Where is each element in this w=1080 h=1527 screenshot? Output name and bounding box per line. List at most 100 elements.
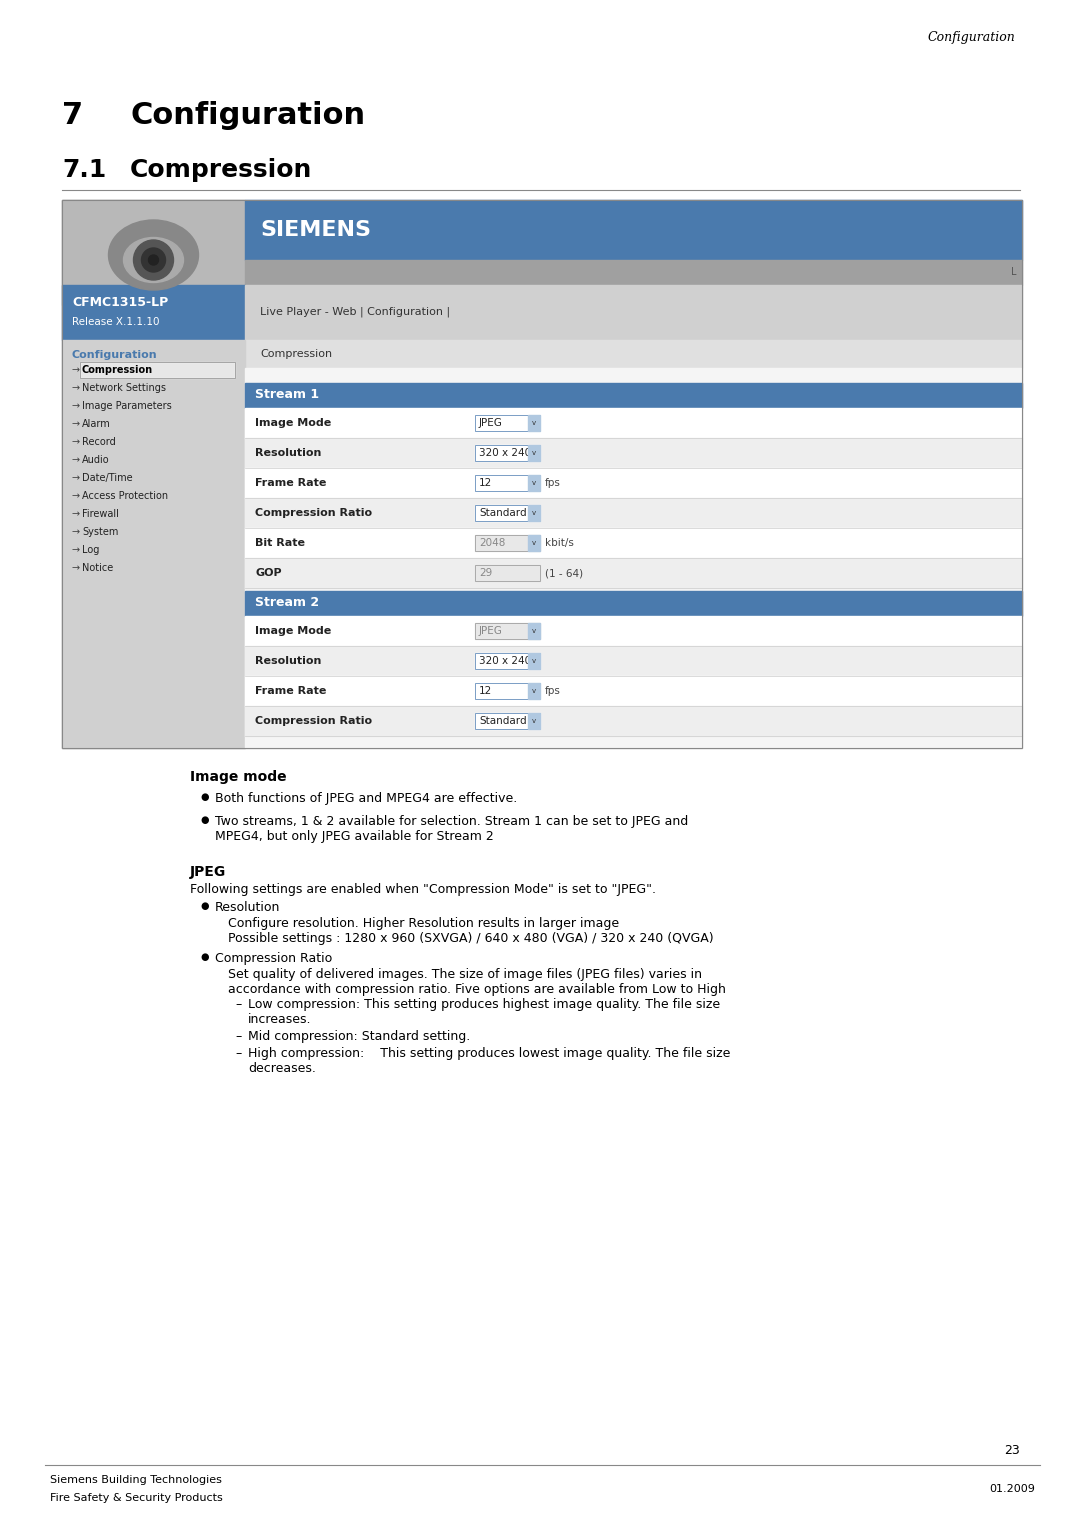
Bar [475, 534, 540, 551]
Circle shape [149, 255, 159, 266]
Bar [475, 623, 540, 638]
Bar [245, 528, 1022, 557]
Bar [528, 683, 540, 699]
Text: 23: 23 [1004, 1443, 1020, 1457]
Text: Date/Time: Date/Time [82, 473, 133, 483]
Text: Fire Safety & Security Products: Fire Safety & Security Products [50, 1493, 222, 1503]
Text: Compression: Compression [260, 350, 333, 359]
Text: Standard: Standard [480, 508, 527, 518]
Text: Configuration: Configuration [928, 32, 1015, 44]
Text: SIEMENS: SIEMENS [260, 220, 372, 240]
Bar [475, 623, 540, 638]
Circle shape [141, 247, 165, 272]
Text: v: v [532, 689, 536, 693]
Text: →: → [72, 508, 80, 519]
Text: Possible settings : 1280 x 960 (SXVGA) / 640 x 480 (VGA) / 320 x 240 (QVGA): Possible settings : 1280 x 960 (SXVGA) /… [228, 931, 714, 945]
Text: v: v [532, 541, 536, 547]
Bar [475, 505, 540, 521]
Text: →: → [72, 492, 80, 501]
Text: Access Protection: Access Protection [82, 492, 168, 501]
Bar [528, 713, 540, 728]
Text: Siemens Building Technologies: Siemens Building Technologies [50, 1475, 221, 1484]
Text: →: → [72, 402, 80, 411]
Bar [475, 654, 540, 669]
Bar [475, 505, 540, 521]
Text: Image Mode: Image Mode [255, 626, 332, 637]
Text: →: → [72, 545, 80, 554]
Text: Mid compression: Standard setting.: Mid compression: Standard setting. [248, 1031, 470, 1043]
Text: ●: ● [200, 793, 208, 802]
Text: Configuration: Configuration [72, 350, 158, 360]
Text: →: → [72, 563, 80, 573]
Text: Live Player - Web | Configuration |: Live Player - Web | Configuration | [260, 307, 450, 318]
Text: ●: ● [200, 951, 208, 962]
Bar [528, 534, 540, 551]
Text: Compression: Compression [82, 365, 153, 376]
Circle shape [134, 240, 174, 279]
Bar [528, 475, 540, 492]
Text: accordance with compression ratio. Five options are available from Low to High: accordance with compression ratio. Five … [228, 983, 726, 996]
Text: →: → [72, 527, 80, 538]
Text: Resolution: Resolution [215, 901, 281, 915]
Text: v: v [532, 628, 536, 634]
Bar [528, 654, 540, 669]
Bar [245, 467, 1022, 498]
Text: Frame Rate: Frame Rate [255, 478, 326, 489]
Text: GOP: GOP [255, 568, 282, 579]
Text: Two streams, 1 & 2 available for selection. Stream 1 can be set to JPEG and: Two streams, 1 & 2 available for selecti… [215, 815, 688, 828]
Text: Log: Log [82, 545, 99, 554]
Text: 320 x 240: 320 x 240 [480, 447, 531, 458]
Text: 01.2009: 01.2009 [989, 1484, 1035, 1493]
Bar [245, 368, 1022, 748]
Text: →: → [72, 455, 80, 466]
Bar [245, 498, 1022, 528]
Bar [475, 565, 540, 580]
Bar [475, 534, 540, 551]
Text: Record: Record [82, 437, 116, 447]
Bar [475, 415, 540, 431]
Text: JPEG: JPEG [190, 864, 226, 880]
Text: Image mode: Image mode [190, 770, 286, 783]
Text: Release X.1.1.10: Release X.1.1.10 [72, 318, 160, 327]
Bar [245, 557, 1022, 588]
Text: 29: 29 [480, 568, 492, 579]
Text: Image Mode: Image Mode [255, 418, 332, 428]
Text: →: → [72, 418, 80, 429]
Text: (1 - 64): (1 - 64) [545, 568, 583, 579]
Text: →: → [72, 383, 80, 392]
Text: v: v [532, 420, 536, 426]
Bar [528, 415, 540, 431]
Bar [245, 591, 1022, 615]
Text: –: – [235, 999, 241, 1011]
Bar [245, 438, 1022, 467]
Text: Both functions of JPEG and MPEG4 are effective.: Both functions of JPEG and MPEG4 are eff… [215, 793, 517, 805]
Text: MPEG4, but only JPEG available for Stream 2: MPEG4, but only JPEG available for Strea… [215, 831, 494, 843]
Text: Compression Ratio: Compression Ratio [215, 951, 333, 965]
Bar [475, 713, 540, 728]
Bar [62, 200, 245, 748]
Text: increases.: increases. [248, 1012, 311, 1026]
Text: –: – [235, 1048, 241, 1060]
Bar [62, 286, 245, 341]
Bar [475, 654, 540, 669]
Text: Standard: Standard [480, 716, 527, 725]
Text: JPEG: JPEG [480, 626, 503, 637]
Text: High compression:    This setting produces lowest image quality. The file size: High compression: This setting produces … [248, 1048, 730, 1060]
Bar [245, 383, 1022, 408]
Bar [245, 200, 1022, 260]
Bar [245, 286, 1022, 341]
Bar [245, 615, 1022, 646]
Text: Notice: Notice [82, 563, 113, 573]
Text: Configuration: Configuration [130, 101, 365, 130]
Text: Frame Rate: Frame Rate [255, 686, 326, 696]
Text: Stream 1: Stream 1 [255, 388, 319, 402]
Bar [62, 341, 245, 748]
Text: Network Settings: Network Settings [82, 383, 166, 392]
Bar [475, 444, 540, 461]
Ellipse shape [123, 238, 184, 282]
Bar [245, 705, 1022, 736]
Text: v: v [532, 658, 536, 664]
Text: Configure resolution. Higher Resolution results in larger image: Configure resolution. Higher Resolution … [228, 918, 619, 930]
Bar [475, 475, 540, 492]
Text: Following settings are enabled when "Compression Mode" is set to "JPEG".: Following settings are enabled when "Com… [190, 883, 656, 896]
